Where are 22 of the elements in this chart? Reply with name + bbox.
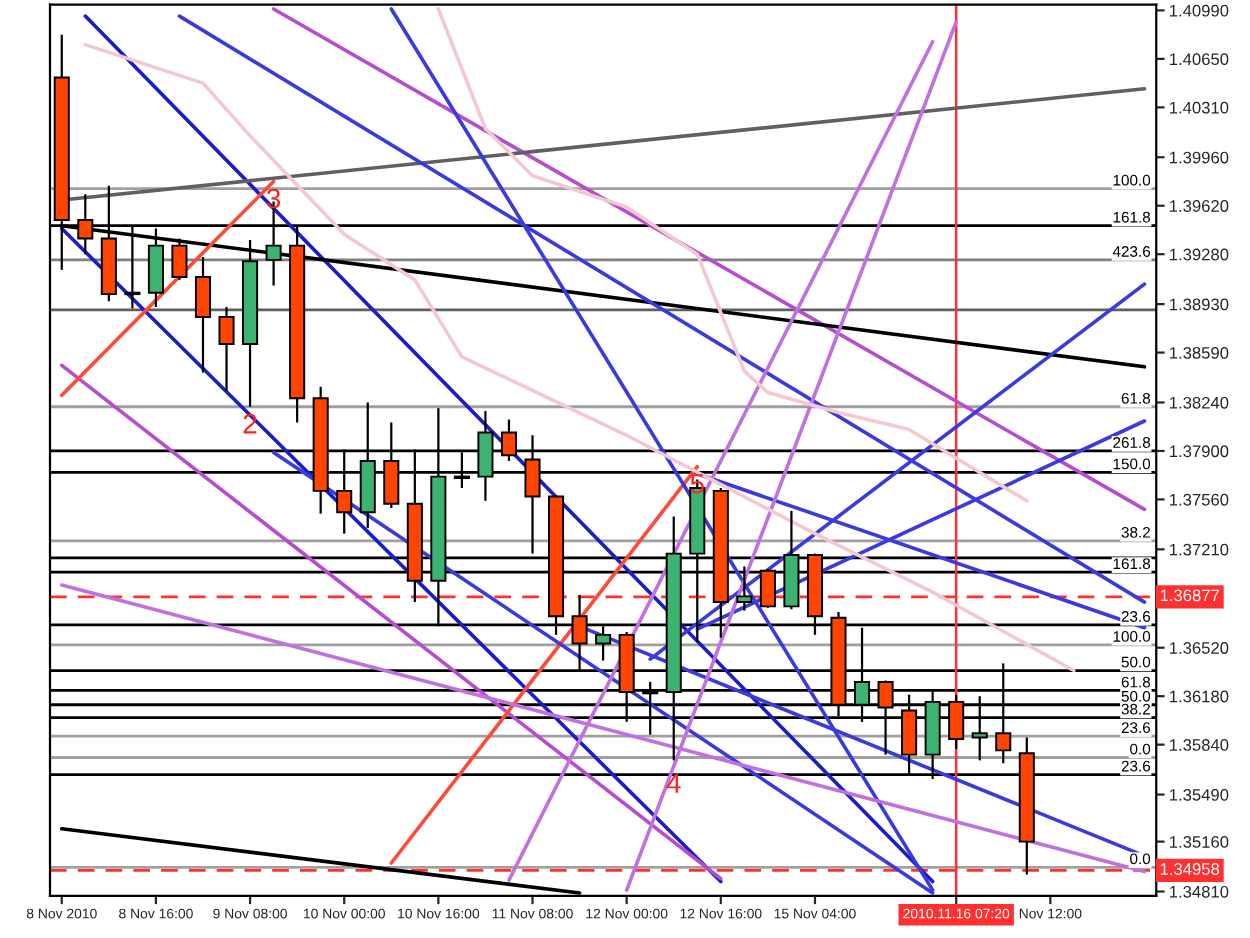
y-tick-label: 1.40990 xyxy=(1170,4,1229,17)
y-tick-label: 1.35160 xyxy=(1170,836,1229,848)
y-tick-label: 1.39280 xyxy=(1170,248,1229,261)
y-tick-label: 1.40310 xyxy=(1170,101,1229,114)
y-tick-label: 1.39960 xyxy=(1170,151,1229,164)
y-tick-label: 1.39620 xyxy=(1170,200,1229,212)
annotation: 2 xyxy=(243,413,257,434)
ref-line-label: 1.34958 xyxy=(1160,863,1220,875)
y-tick-label: 1.35490 xyxy=(1170,788,1229,801)
y-tick-label: 1.35840 xyxy=(1170,739,1229,751)
y-tick-label: 1.34810 xyxy=(1170,885,1229,898)
y-tick-label: 1.36180 xyxy=(1170,690,1229,703)
y-tick-label: 1.37900 xyxy=(1170,445,1229,458)
y-tick-label: 1.40650 xyxy=(1170,53,1229,66)
y-tick-label: 1.37210 xyxy=(1170,543,1229,556)
y-tick-label: 1.38930 xyxy=(1170,298,1229,311)
ref-line-label: 1.36877 xyxy=(1160,589,1219,602)
y-tick-label: 1.38590 xyxy=(1170,346,1229,359)
annotation: 3 xyxy=(266,188,281,209)
y-tick-label: 1.37560 xyxy=(1170,493,1229,506)
y-tick-label: 1.36520 xyxy=(1170,642,1229,654)
y-tick-label: 1.38240 xyxy=(1170,396,1229,409)
